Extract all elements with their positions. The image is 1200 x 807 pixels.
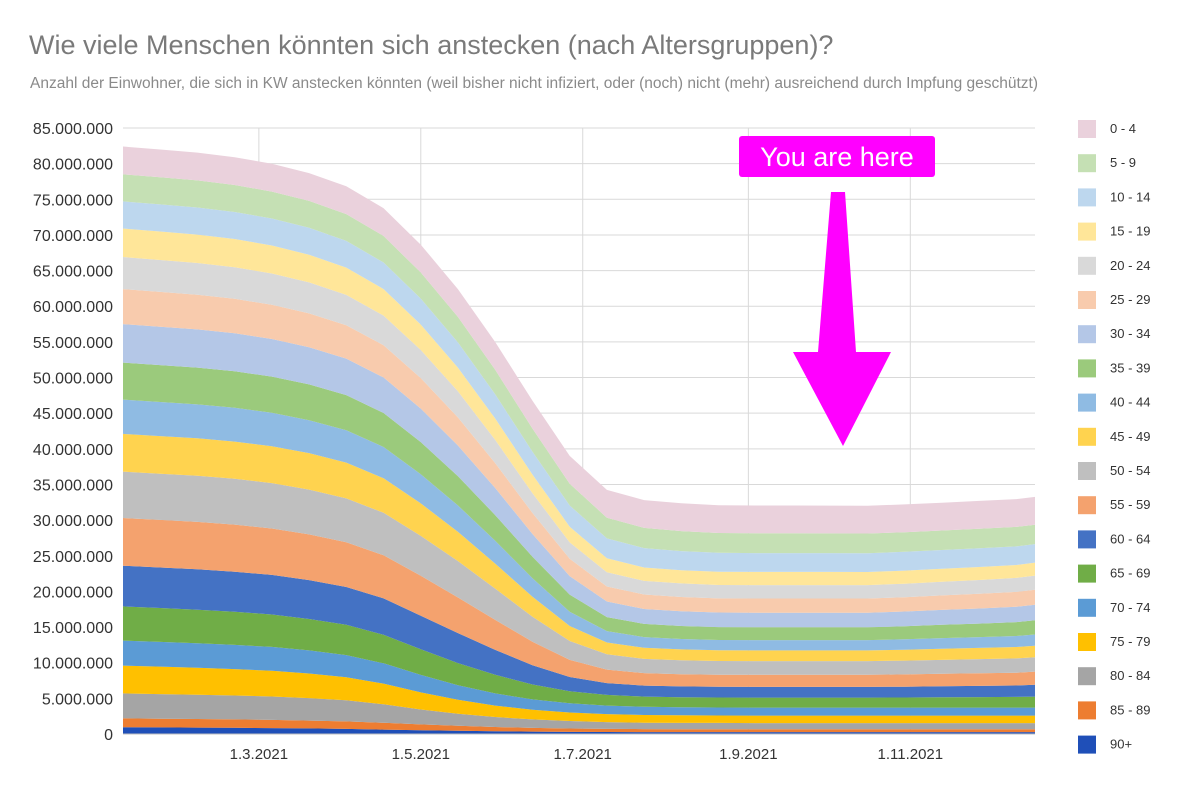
area-series-85-89 [123,718,1035,733]
legend-label: 50 - 54 [1110,463,1150,478]
legend-swatch [1078,496,1096,515]
legend-swatch [1078,530,1096,549]
legend-label: 80 - 84 [1110,668,1150,683]
legend-label: 5 - 9 [1110,155,1136,170]
legend-label: 70 - 74 [1110,600,1150,615]
y-tick-label: 55.000.000 [33,335,113,352]
area-series-20-24 [123,257,1035,599]
annotation-layer: You are here [739,136,935,446]
area-series-65-69 [123,606,1035,708]
y-tick-label: 15.000.000 [33,620,113,637]
legend-swatch [1078,735,1096,754]
legend-swatch [1078,564,1096,583]
legend-swatch [1078,701,1096,720]
y-tick-label: 65.000.000 [33,264,113,281]
legend-swatch [1078,462,1096,480]
legend-swatch [1078,427,1096,446]
legend-label: 35 - 39 [1110,360,1150,375]
y-tick-label: 30.000.000 [33,513,113,530]
y-tick-label: 85.000.000 [33,121,113,138]
chart-title: Wie viele Menschen könnten sich anstecke… [29,30,834,60]
area-series-80-84 [123,693,1035,730]
y-tick-label: 75.000.000 [33,192,113,209]
area-series-30-34 [123,324,1035,628]
y-tick-label: 40.000.000 [33,442,113,459]
area-series-55-59 [123,518,1035,687]
legend-swatch [1078,325,1096,344]
area-series-35-39 [123,362,1035,641]
y-tick-label: 80.000.000 [33,157,113,174]
legend-swatch [1078,667,1096,686]
y-tick-label: 70.000.000 [33,228,113,245]
y-tick-label: 20.000.000 [33,584,113,601]
legend-label: 20 - 24 [1110,258,1150,273]
legend-label: 15 - 19 [1110,224,1150,239]
y-tick-label: 35.000.000 [33,477,113,494]
annotation-text: You are here [760,142,914,172]
legend-label: 30 - 34 [1110,326,1150,341]
y-tick-label: 25.000.000 [33,549,113,566]
y-tick-label: 60.000.000 [33,299,113,316]
legend-label: 90+ [1110,737,1132,752]
legend-swatch [1078,291,1096,309]
x-tick-label: 1.3.2021 [230,746,288,763]
legend-label: 75 - 79 [1110,634,1150,649]
area-series-45-49 [123,433,1035,662]
legend: 0 - 4 5 - 9 10 - 14 15 - 19 20 - 24 25 - 29 30… [1078,120,1150,754]
area-series-layer [123,146,1035,734]
area-series-25-29 [123,289,1035,613]
legend-label: 25 - 29 [1110,292,1150,307]
legend-swatch [1078,222,1096,241]
legend-label: 65 - 69 [1110,566,1150,581]
area-series-70-74 [123,640,1035,716]
chart-subtitle: Anzahl der Einwohner, die sich in KW ans… [30,75,1038,92]
legend-swatch [1078,393,1096,412]
area-series-40-44 [123,399,1035,651]
legend-label: 10 - 14 [1110,189,1150,204]
x-tick-label: 1.7.2021 [554,746,612,763]
legend-label: 85 - 89 [1110,702,1150,717]
legend-swatch [1078,359,1096,378]
area-series-90plus [123,727,1035,734]
annotation-arrow [793,192,891,446]
area-series-75-79 [123,665,1035,724]
legend-label: 45 - 49 [1110,429,1150,444]
area-series-60-64 [123,565,1035,698]
area-series-15-19 [123,228,1035,586]
y-tick-label: 10.000.000 [33,656,113,673]
legend-swatch [1078,256,1096,275]
x-tick-label: 1.11.2021 [877,746,943,763]
x-tick-label: 1.5.2021 [392,746,450,763]
axes: 0 5.000.000 10.000.000 15.000.000 20.000.000… [33,121,1035,763]
legend-swatch [1078,598,1096,617]
y-tick-label: 0 [104,727,113,744]
legend-swatch [1078,120,1096,138]
legend-swatch [1078,188,1096,207]
y-tick-label: 50.000.000 [33,371,113,388]
legend-label: 60 - 64 [1110,531,1150,546]
y-tick-label: 45.000.000 [33,406,113,423]
annotation-box [739,136,935,177]
legend-swatch [1078,633,1096,651]
y-tick-label: 5.000.000 [42,691,113,708]
legend-label: 55 - 59 [1110,497,1150,512]
legend-label: 40 - 44 [1110,395,1150,410]
x-tick-label: 1.9.2021 [719,746,777,763]
area-series-50-54 [123,471,1035,675]
legend-label: 0 - 4 [1110,121,1136,136]
legend-swatch [1078,154,1096,173]
